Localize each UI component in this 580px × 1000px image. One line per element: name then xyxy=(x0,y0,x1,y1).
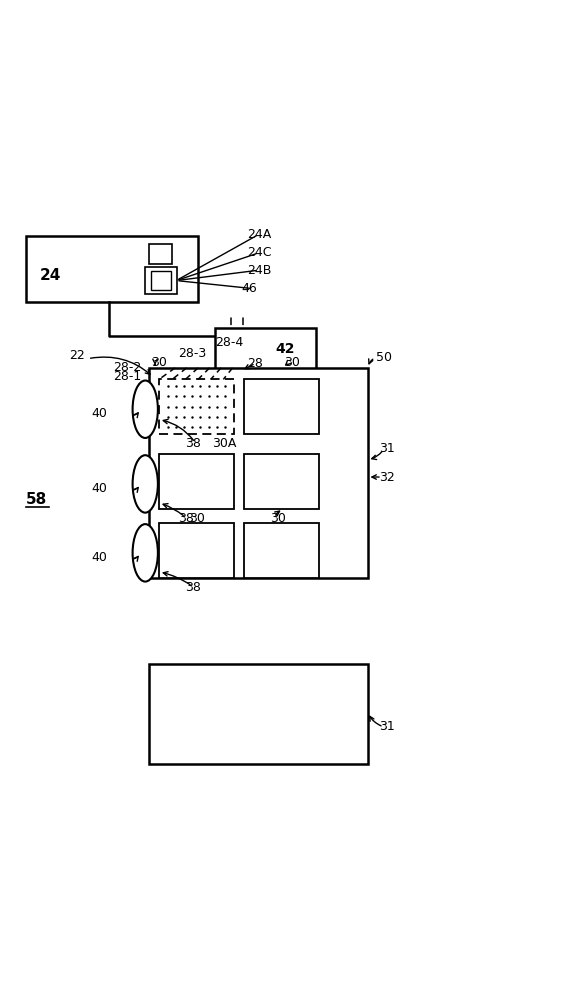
Text: 40: 40 xyxy=(92,482,108,495)
Text: 31: 31 xyxy=(379,720,395,733)
Bar xyxy=(159,454,234,509)
Text: 38: 38 xyxy=(186,581,201,594)
Bar xyxy=(159,523,234,578)
Bar xyxy=(26,236,198,302)
Text: 38: 38 xyxy=(178,512,194,525)
Text: 24B: 24B xyxy=(247,264,271,277)
Text: 30: 30 xyxy=(151,356,167,369)
Text: 30A: 30A xyxy=(212,437,237,450)
Text: 28: 28 xyxy=(247,357,263,370)
Text: 28-4: 28-4 xyxy=(215,336,244,349)
Text: 24A: 24A xyxy=(247,228,271,241)
Text: 42: 42 xyxy=(276,342,295,356)
Text: 28-1: 28-1 xyxy=(113,370,142,383)
Text: 38: 38 xyxy=(186,437,201,450)
Bar xyxy=(149,244,172,264)
Bar xyxy=(149,368,368,578)
Bar xyxy=(244,454,319,509)
Text: 30: 30 xyxy=(190,512,205,525)
Text: 40: 40 xyxy=(92,551,108,564)
Text: 30: 30 xyxy=(270,512,286,525)
Text: 31: 31 xyxy=(379,442,395,455)
Text: 58: 58 xyxy=(26,492,47,508)
Text: 50: 50 xyxy=(376,351,392,364)
Text: 24: 24 xyxy=(40,268,61,283)
Bar xyxy=(244,523,319,578)
Text: 28-3: 28-3 xyxy=(178,347,206,360)
Text: 40: 40 xyxy=(92,407,108,420)
Text: 30: 30 xyxy=(284,356,300,369)
Text: 24C: 24C xyxy=(247,246,271,259)
Bar xyxy=(244,379,319,434)
Ellipse shape xyxy=(133,381,158,438)
Bar xyxy=(215,328,316,374)
Text: 32: 32 xyxy=(379,471,395,484)
Bar xyxy=(159,379,234,434)
Bar xyxy=(145,267,177,294)
Bar xyxy=(151,271,171,290)
Bar xyxy=(149,664,368,764)
Ellipse shape xyxy=(133,524,158,582)
Ellipse shape xyxy=(133,455,158,513)
Text: 22: 22 xyxy=(69,349,85,362)
Text: 46: 46 xyxy=(241,282,257,295)
Text: 28-2: 28-2 xyxy=(113,361,142,374)
